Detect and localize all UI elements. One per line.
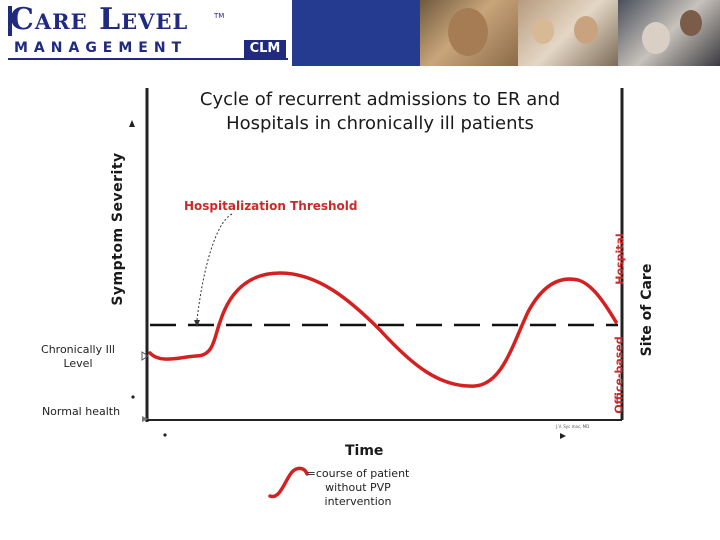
threshold-label: Hospitalization Threshold	[184, 199, 358, 213]
time-arrow-marker	[560, 433, 566, 439]
diagram-title: Cycle of recurrent admissions to ER and …	[199, 89, 561, 134]
normal-dot-marker	[131, 395, 135, 399]
legend-text: =course of patient without PVP intervent…	[306, 467, 410, 508]
y-arrow-marker	[129, 120, 135, 127]
y-axis-label: Symptom Severity	[110, 152, 126, 306]
patient-photo-2	[518, 0, 618, 66]
normal-level-marker	[142, 416, 148, 422]
time-dot-marker	[163, 433, 167, 437]
logo-badge: CLM	[244, 40, 286, 58]
patient-course-curve	[148, 271, 618, 388]
patient-photo-1	[420, 0, 518, 66]
header-banner: Care Level TM MANAGEMENT CLM	[0, 0, 720, 66]
credit-text: J.V. Syc mac, MD	[556, 424, 590, 429]
site-of-care-label: Site of Care	[639, 263, 655, 357]
patient-photo-3	[618, 0, 720, 66]
office-based-label: Office-based	[612, 336, 626, 414]
logo: Care Level TM MANAGEMENT CLM	[0, 0, 292, 66]
logo-bar	[8, 6, 12, 36]
threshold-pointer-head	[194, 320, 200, 327]
threshold-pointer	[196, 213, 233, 321]
x-axis-label: Time	[345, 443, 384, 459]
normal-health-label: Normal health	[41, 405, 121, 418]
logo-subtitle: MANAGEMENT	[14, 40, 188, 56]
logo-underline	[8, 58, 288, 60]
chronic-level-marker	[141, 351, 149, 361]
logo-title: Care Level	[10, 2, 189, 37]
chronic-level-label: Chronically Ill Level	[41, 343, 115, 370]
hospital-label: Hospital	[613, 233, 627, 285]
legend-curve-swatch	[268, 466, 309, 499]
logo-trademark: TM	[214, 12, 225, 20]
